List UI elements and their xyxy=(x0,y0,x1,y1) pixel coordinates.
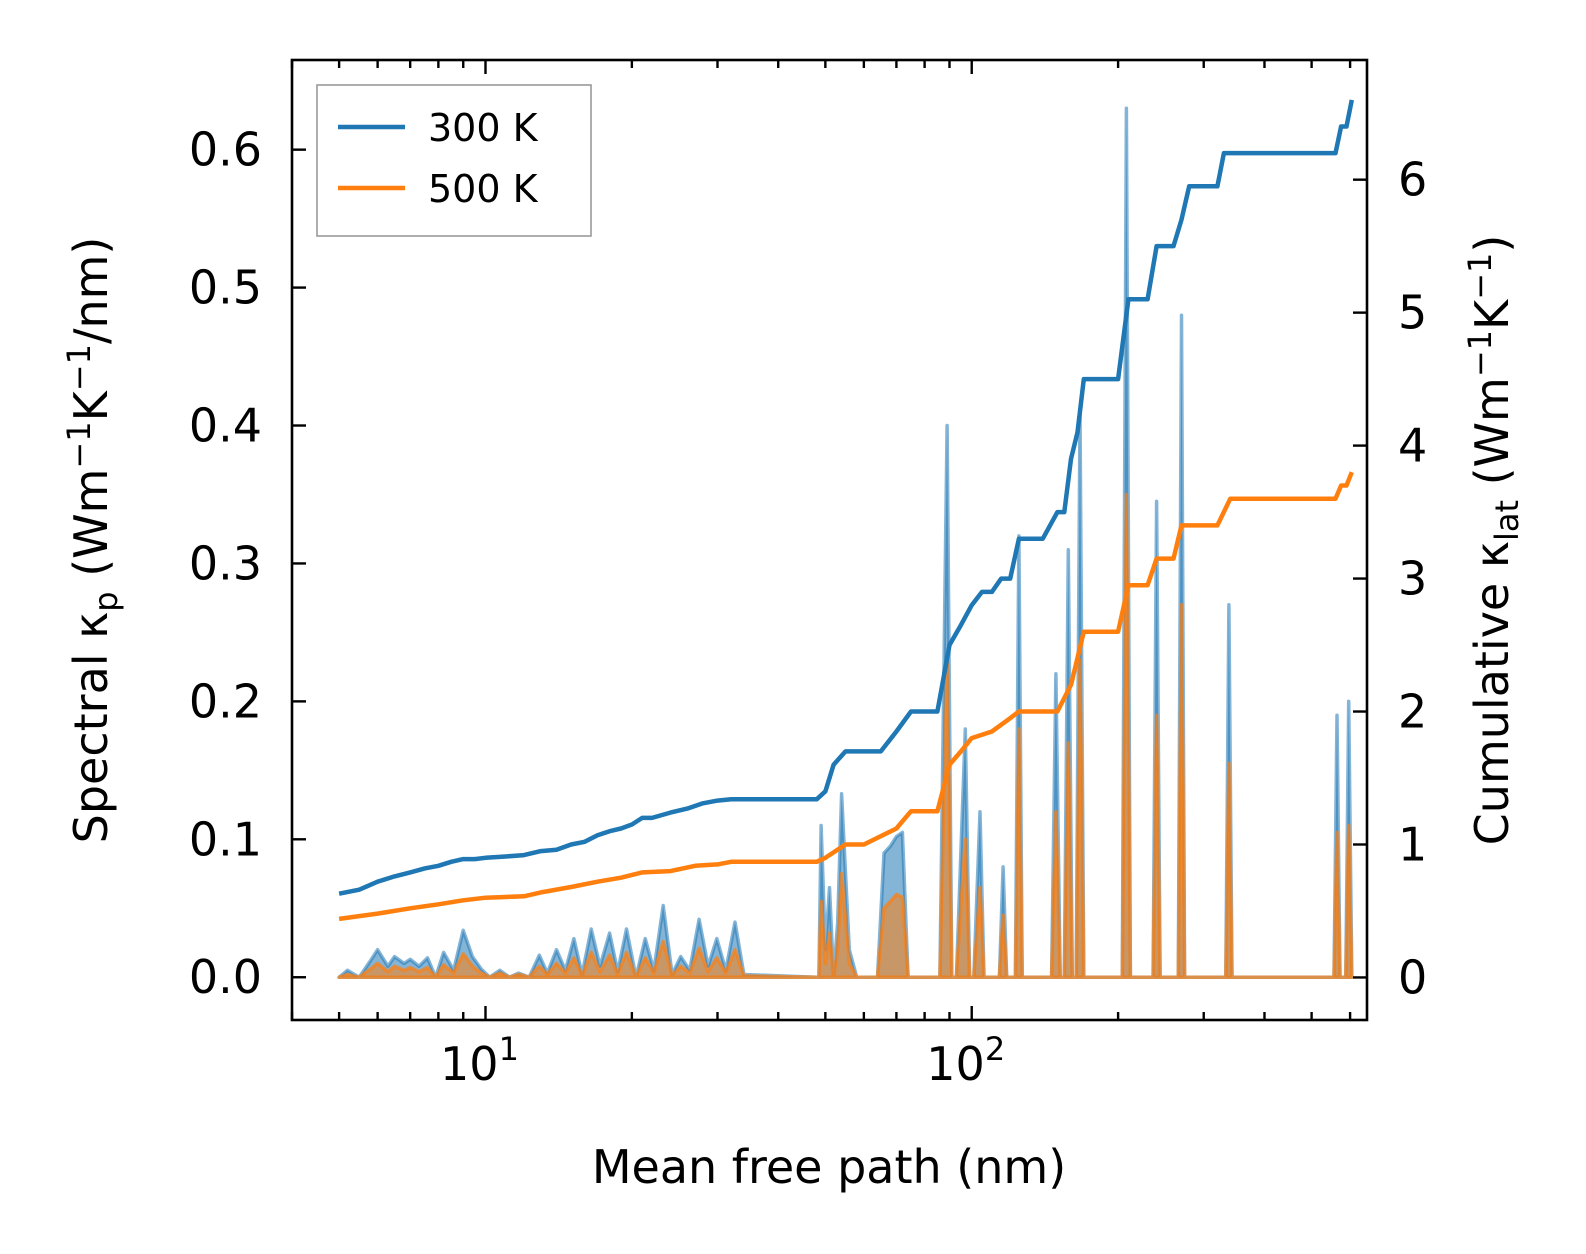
legend-label-300k: 300 K xyxy=(428,106,539,150)
y-right-tick-label: 6 xyxy=(1398,153,1427,207)
y-left-tick-label: 0.3 xyxy=(189,536,262,590)
spectral-area-500k xyxy=(337,492,1354,979)
y-right-tick-label: 2 xyxy=(1398,685,1427,739)
y-left-tick-label: 0.0 xyxy=(189,950,262,1004)
y-left-tick-label: 0.4 xyxy=(189,399,262,453)
legend-box xyxy=(316,84,592,237)
x-axis-title: Mean free path (nm) xyxy=(592,1140,1066,1194)
y-right-tick-label: 3 xyxy=(1398,552,1427,606)
y-right-tick-label: 0 xyxy=(1398,950,1427,1004)
x-tick-label: 102 xyxy=(926,1030,1005,1091)
cumulative-line-500k xyxy=(338,471,1354,922)
y-left-tick-label: 0.6 xyxy=(189,123,262,177)
y-right-tick-label: 5 xyxy=(1398,286,1427,340)
y-right-tick-label: 4 xyxy=(1398,419,1427,473)
y-axis-title-left: Spectral κp (Wm−1K−1/nm) xyxy=(60,237,125,844)
plot-area xyxy=(337,99,1355,979)
y-axis-title-right: Cumulative κlat (Wm−1K−1) xyxy=(1461,235,1526,846)
y-left-tick-label: 0.2 xyxy=(189,674,262,728)
plot-frame xyxy=(290,58,1369,1022)
cumulative-line-300k xyxy=(338,99,1355,896)
y-left-tick-label: 0.1 xyxy=(189,812,262,866)
legend: 300 K 500 K xyxy=(316,84,592,237)
y-left-tick-label: 0.5 xyxy=(189,261,262,315)
x-tick-label: 101 xyxy=(440,1030,519,1091)
legend-label-500k: 500 K xyxy=(428,167,539,211)
axis-labels: 101 102 0.0 0.1 0.2 0.3 0.4 0.5 0.6 0 1 2 3 4 5 6 xyxy=(189,123,1427,1091)
y-right-tick-label: 1 xyxy=(1398,817,1427,871)
